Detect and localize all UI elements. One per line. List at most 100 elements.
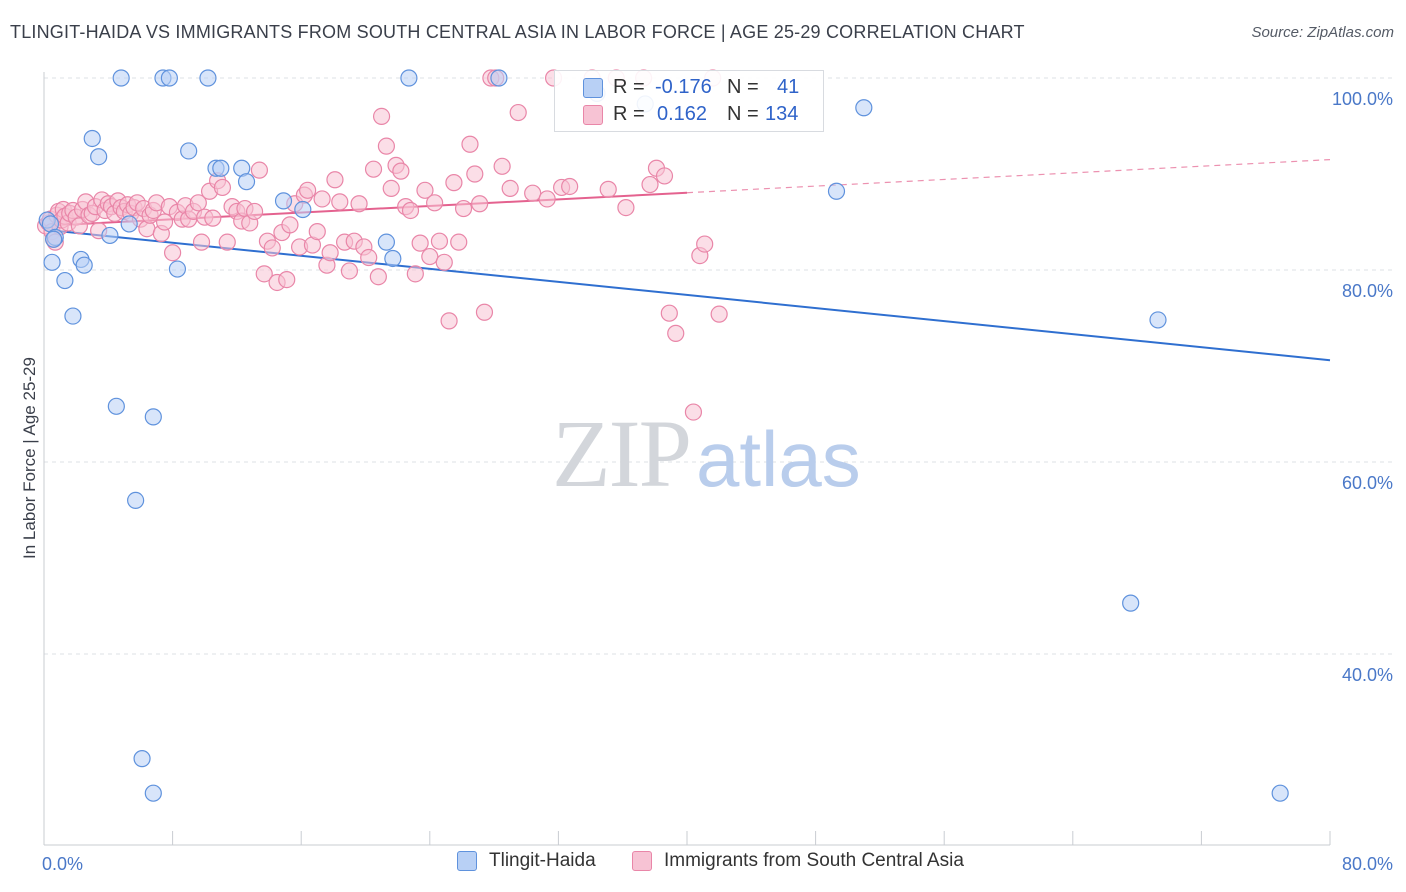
- trend-lines: [43, 159, 1331, 362]
- point-immigrants: [430, 232, 449, 250]
- point-immigrants: [426, 194, 444, 212]
- point-immigrants: [278, 271, 296, 289]
- point-immigrants: [360, 248, 378, 267]
- legend-swatch-pink: [583, 105, 603, 125]
- point-immigrants: [218, 233, 236, 251]
- point-tlingit-haida: [180, 142, 198, 160]
- point-tlingit-haida: [274, 192, 293, 210]
- legend-item-immigrants[interactable]: Immigrants from South Central Asia: [632, 850, 964, 872]
- y-tick-label: 40.0%: [1342, 665, 1393, 685]
- point-immigrants: [382, 179, 400, 197]
- stats-legend: R = -0.176 N = 41 R = 0.162 N = 134: [554, 70, 824, 132]
- point-immigrants: [255, 265, 273, 283]
- point-immigrants: [326, 171, 344, 189]
- point-immigrants: [655, 167, 674, 185]
- point-tlingit-haida: [212, 159, 230, 177]
- legend-label-immigrants: Immigrants from South Central Asia: [664, 850, 964, 871]
- point-immigrants: [501, 179, 519, 197]
- point-immigrants: [313, 190, 331, 208]
- point-immigrants: [461, 135, 479, 153]
- legend-item-tlingit-haida[interactable]: Tlingit-Haida: [457, 850, 596, 872]
- y-tick-label: 60.0%: [1342, 473, 1393, 493]
- point-immigrants: [164, 244, 182, 262]
- point-tlingit-haida: [120, 215, 138, 233]
- point-immigrants: [189, 194, 207, 212]
- point-immigrants: [435, 253, 453, 271]
- point-immigrants: [250, 161, 269, 179]
- series-legend: Tlingit-Haida Immigrants from South Cent…: [0, 850, 1406, 878]
- legend-label-tlingit-haida: Tlingit-Haida: [489, 850, 596, 871]
- point-immigrants: [213, 178, 232, 197]
- data-points: [37, 69, 1289, 802]
- point-tlingit-haida: [400, 69, 418, 87]
- point-immigrants: [204, 209, 222, 227]
- point-immigrants: [281, 216, 299, 234]
- point-tlingit-haida: [237, 173, 256, 191]
- legend-r-value: -0.176: [655, 75, 712, 98]
- point-immigrants: [392, 162, 410, 180]
- point-tlingit-haida: [75, 256, 93, 274]
- point-immigrants: [641, 175, 659, 194]
- point-tlingit-haida: [490, 69, 508, 87]
- point-immigrants: [377, 137, 395, 155]
- point-tlingit-haida: [294, 200, 312, 219]
- tick-labels: 100.0% 80.0% 60.0% 40.0% 0.0% 80.0%: [42, 89, 1393, 874]
- chart-title: TLINGIT-HAIDA VS IMMIGRANTS FROM SOUTH C…: [10, 22, 1025, 42]
- point-immigrants: [667, 324, 685, 342]
- point-tlingit-haida: [1271, 784, 1289, 802]
- point-immigrants: [411, 234, 429, 252]
- point-tlingit-haida: [112, 69, 130, 87]
- point-tlingit-haida: [384, 249, 402, 268]
- point-immigrants: [454, 199, 473, 218]
- point-immigrants: [299, 181, 317, 199]
- point-immigrants: [406, 265, 424, 283]
- legend-r-label: R =: [613, 75, 645, 98]
- point-tlingit-haida: [1149, 311, 1167, 329]
- point-immigrants: [445, 174, 463, 192]
- point-tlingit-haida: [827, 182, 846, 200]
- point-immigrants: [617, 199, 635, 217]
- x-tick-label: 0.0%: [42, 854, 83, 874]
- point-tlingit-haida: [90, 148, 108, 166]
- source-label: Source: ZipAtlas.com: [1251, 24, 1394, 41]
- y-axis-label: In Labor Force | Age 25-29: [20, 357, 39, 559]
- point-immigrants: [369, 268, 387, 286]
- legend-swatch-blue: [583, 78, 603, 98]
- point-immigrants: [364, 160, 383, 178]
- point-immigrants: [696, 235, 714, 253]
- point-tlingit-haida: [199, 69, 217, 87]
- point-immigrants: [710, 305, 728, 323]
- point-immigrants: [509, 103, 527, 122]
- point-immigrants: [331, 193, 349, 211]
- point-immigrants: [684, 403, 703, 421]
- point-immigrants: [524, 184, 542, 202]
- point-immigrants: [475, 303, 494, 321]
- point-immigrants: [466, 165, 484, 183]
- legend-swatch-pink: [632, 851, 652, 871]
- point-immigrants: [599, 180, 617, 198]
- point-immigrants: [192, 233, 211, 251]
- point-immigrants: [263, 239, 281, 257]
- point-tlingit-haida: [45, 230, 63, 248]
- point-tlingit-haida: [83, 129, 101, 148]
- point-tlingit-haida: [64, 307, 82, 325]
- legend-r-value: 0.162: [657, 102, 708, 125]
- point-immigrants: [660, 304, 678, 322]
- point-immigrants: [538, 190, 556, 208]
- axes: [43, 72, 1331, 846]
- point-immigrants: [308, 223, 326, 241]
- legend-swatch-blue: [457, 851, 477, 871]
- point-tlingit-haida: [377, 233, 395, 251]
- point-tlingit-haida: [1122, 594, 1140, 612]
- point-tlingit-haida: [107, 397, 125, 415]
- point-immigrants: [440, 312, 458, 330]
- legend-r-label: R =: [613, 102, 645, 125]
- point-tlingit-haida: [168, 260, 187, 278]
- point-tlingit-haida: [133, 750, 151, 768]
- point-immigrants: [155, 213, 174, 231]
- point-immigrants: [421, 247, 439, 266]
- point-immigrants: [450, 233, 468, 251]
- trend-line-immigrants-extension: [686, 159, 1331, 194]
- point-tlingit-haida: [127, 491, 145, 509]
